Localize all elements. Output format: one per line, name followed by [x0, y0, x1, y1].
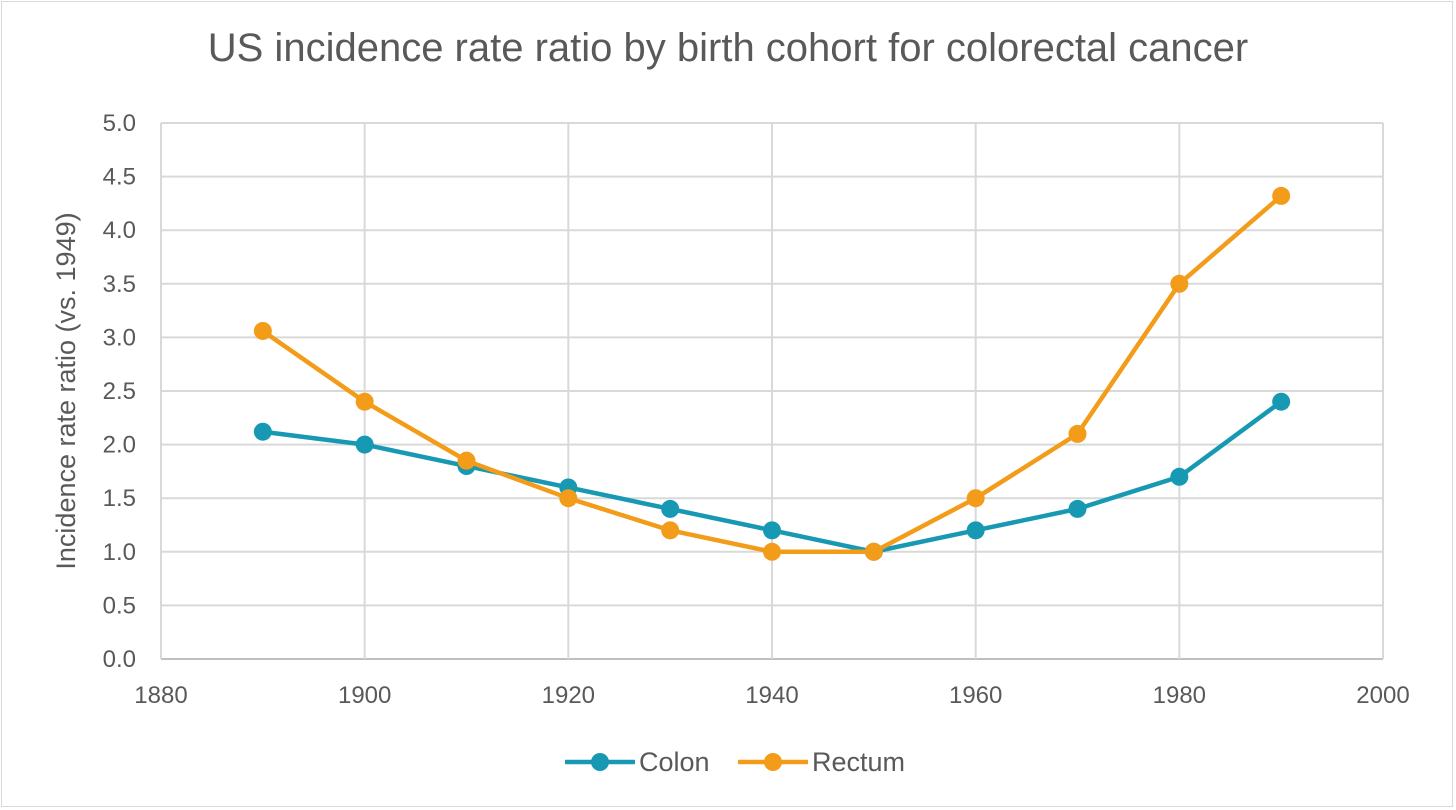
data-point-colon [1068, 499, 1087, 518]
x-tick-label: 1920 [542, 682, 595, 709]
y-tick-label: 4.0 [103, 217, 136, 244]
data-point-colon [661, 499, 680, 518]
x-tick-label: 1960 [949, 682, 1002, 709]
data-point-rectum [457, 451, 476, 470]
y-tick-label: 1.0 [103, 539, 136, 566]
data-point-colon [966, 521, 985, 540]
y-axis-label: Incidence rate ratio (vs. 1949) [51, 212, 81, 569]
x-tick-label: 1900 [338, 682, 391, 709]
data-point-rectum [1272, 186, 1291, 205]
data-point-rectum [1068, 424, 1087, 443]
y-tick-label: 3.5 [103, 271, 136, 298]
x-axis-ticks: 1880 1900 1920 1940 1960 1980 2000 [134, 682, 1409, 709]
gridlines [160, 122, 1384, 660]
y-tick-label: 4.5 [103, 164, 136, 191]
data-point-colon [1170, 467, 1189, 486]
data-point-rectum [763, 542, 781, 561]
data-point-rectum [1170, 274, 1189, 293]
y-axis-ticks: 0.0 0.5 1.0 1.5 2.0 2.5 3.0 3.5 4.0 4.5 5.0 [103, 110, 136, 673]
y-tick-label: 0.5 [103, 592, 136, 619]
y-tick-label: 3.0 [103, 324, 136, 351]
x-tick-label: 2000 [1356, 682, 1409, 709]
legend: Colon Rectum [565, 747, 905, 777]
data-point-rectum [355, 392, 374, 411]
data-point-colon [763, 521, 781, 540]
data-point-rectum [864, 542, 883, 561]
data-point-colon [355, 435, 374, 454]
legend-marker-rectum [764, 753, 782, 771]
data-point-rectum [661, 521, 680, 540]
data-point-colon [1272, 392, 1291, 411]
x-tick-label: 1940 [745, 682, 798, 709]
chart-title: US incidence rate ratio by birth cohort … [207, 26, 1249, 70]
data-point-colon [253, 422, 272, 441]
y-tick-label: 1.5 [103, 485, 136, 512]
data-point-rectum [253, 321, 272, 340]
legend-label-colon: Colon [639, 747, 710, 777]
y-tick-label: 0.0 [103, 646, 136, 673]
y-tick-label: 5.0 [103, 110, 136, 137]
y-tick-label: 2.0 [103, 432, 136, 459]
series-layer [253, 186, 1291, 561]
y-tick-label: 2.5 [103, 378, 136, 405]
x-tick-label: 1880 [134, 682, 187, 709]
legend-label-rectum: Rectum [812, 747, 905, 777]
legend-marker-colon [591, 753, 609, 771]
data-point-rectum [966, 489, 985, 508]
x-tick-label: 1980 [1153, 682, 1206, 709]
data-point-rectum [559, 489, 578, 508]
